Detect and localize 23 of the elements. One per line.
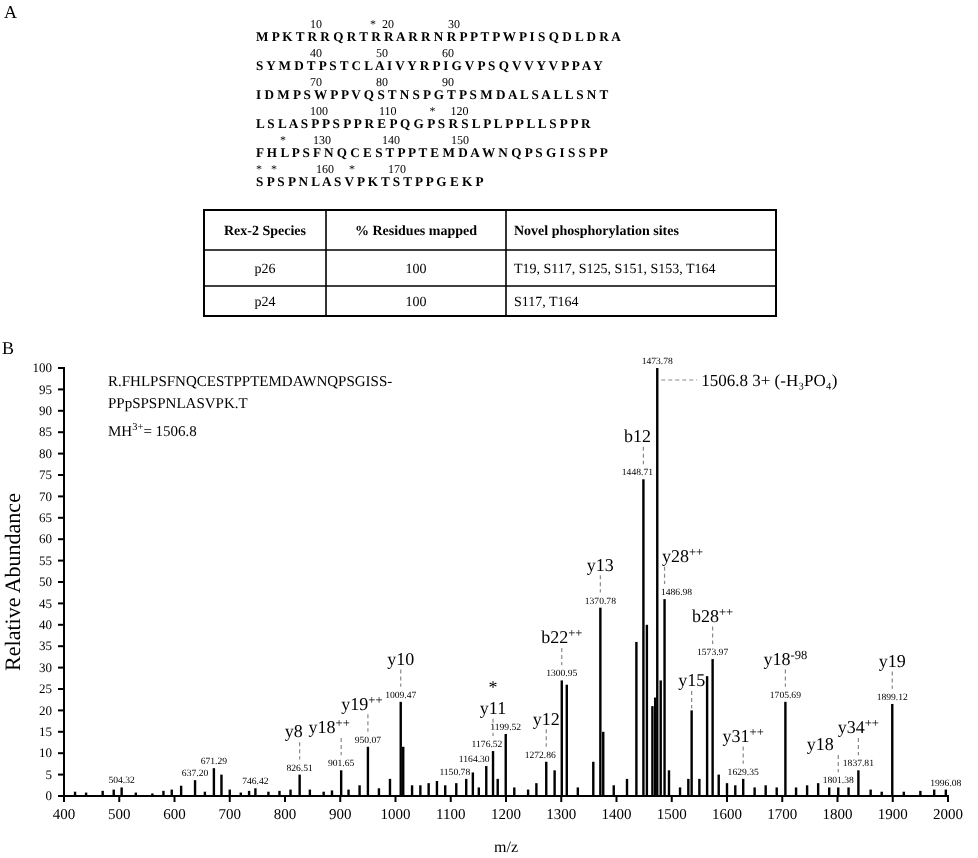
annotation: y18$^{++}$	[308, 716, 351, 738]
annotation: y28$^{++}$	[661, 545, 705, 566]
annotation: y13	[586, 554, 615, 575]
annotation: y31$^{++}$	[722, 724, 765, 746]
annotation: y18$^{-98}$	[763, 647, 808, 669]
annotation: y34$^{++}$	[837, 716, 880, 738]
annotation: y8	[284, 721, 304, 742]
annotation: y19$^{++}$	[341, 692, 384, 714]
y-axis-title: Relative Abundance	[2, 492, 26, 671]
text: A	[4, 2, 18, 22]
annotation: b28$^{++}$	[692, 604, 735, 626]
chart-title: B	[2, 338, 15, 358]
annotation: y18	[806, 734, 835, 755]
annotation: y15	[678, 670, 707, 691]
annotation: y12	[532, 708, 560, 729]
x-axis-title: m/z	[494, 838, 519, 856]
annotation: y11	[479, 697, 507, 718]
annotation: y10	[387, 648, 416, 669]
annotation: b12	[623, 426, 651, 447]
annotation: y19	[878, 650, 907, 671]
annotation: b22$^{++}$	[541, 626, 584, 648]
annotation: *	[488, 676, 499, 697]
annotation: 1506.8 3+ (-H₃PO₄)	[701, 370, 838, 390]
